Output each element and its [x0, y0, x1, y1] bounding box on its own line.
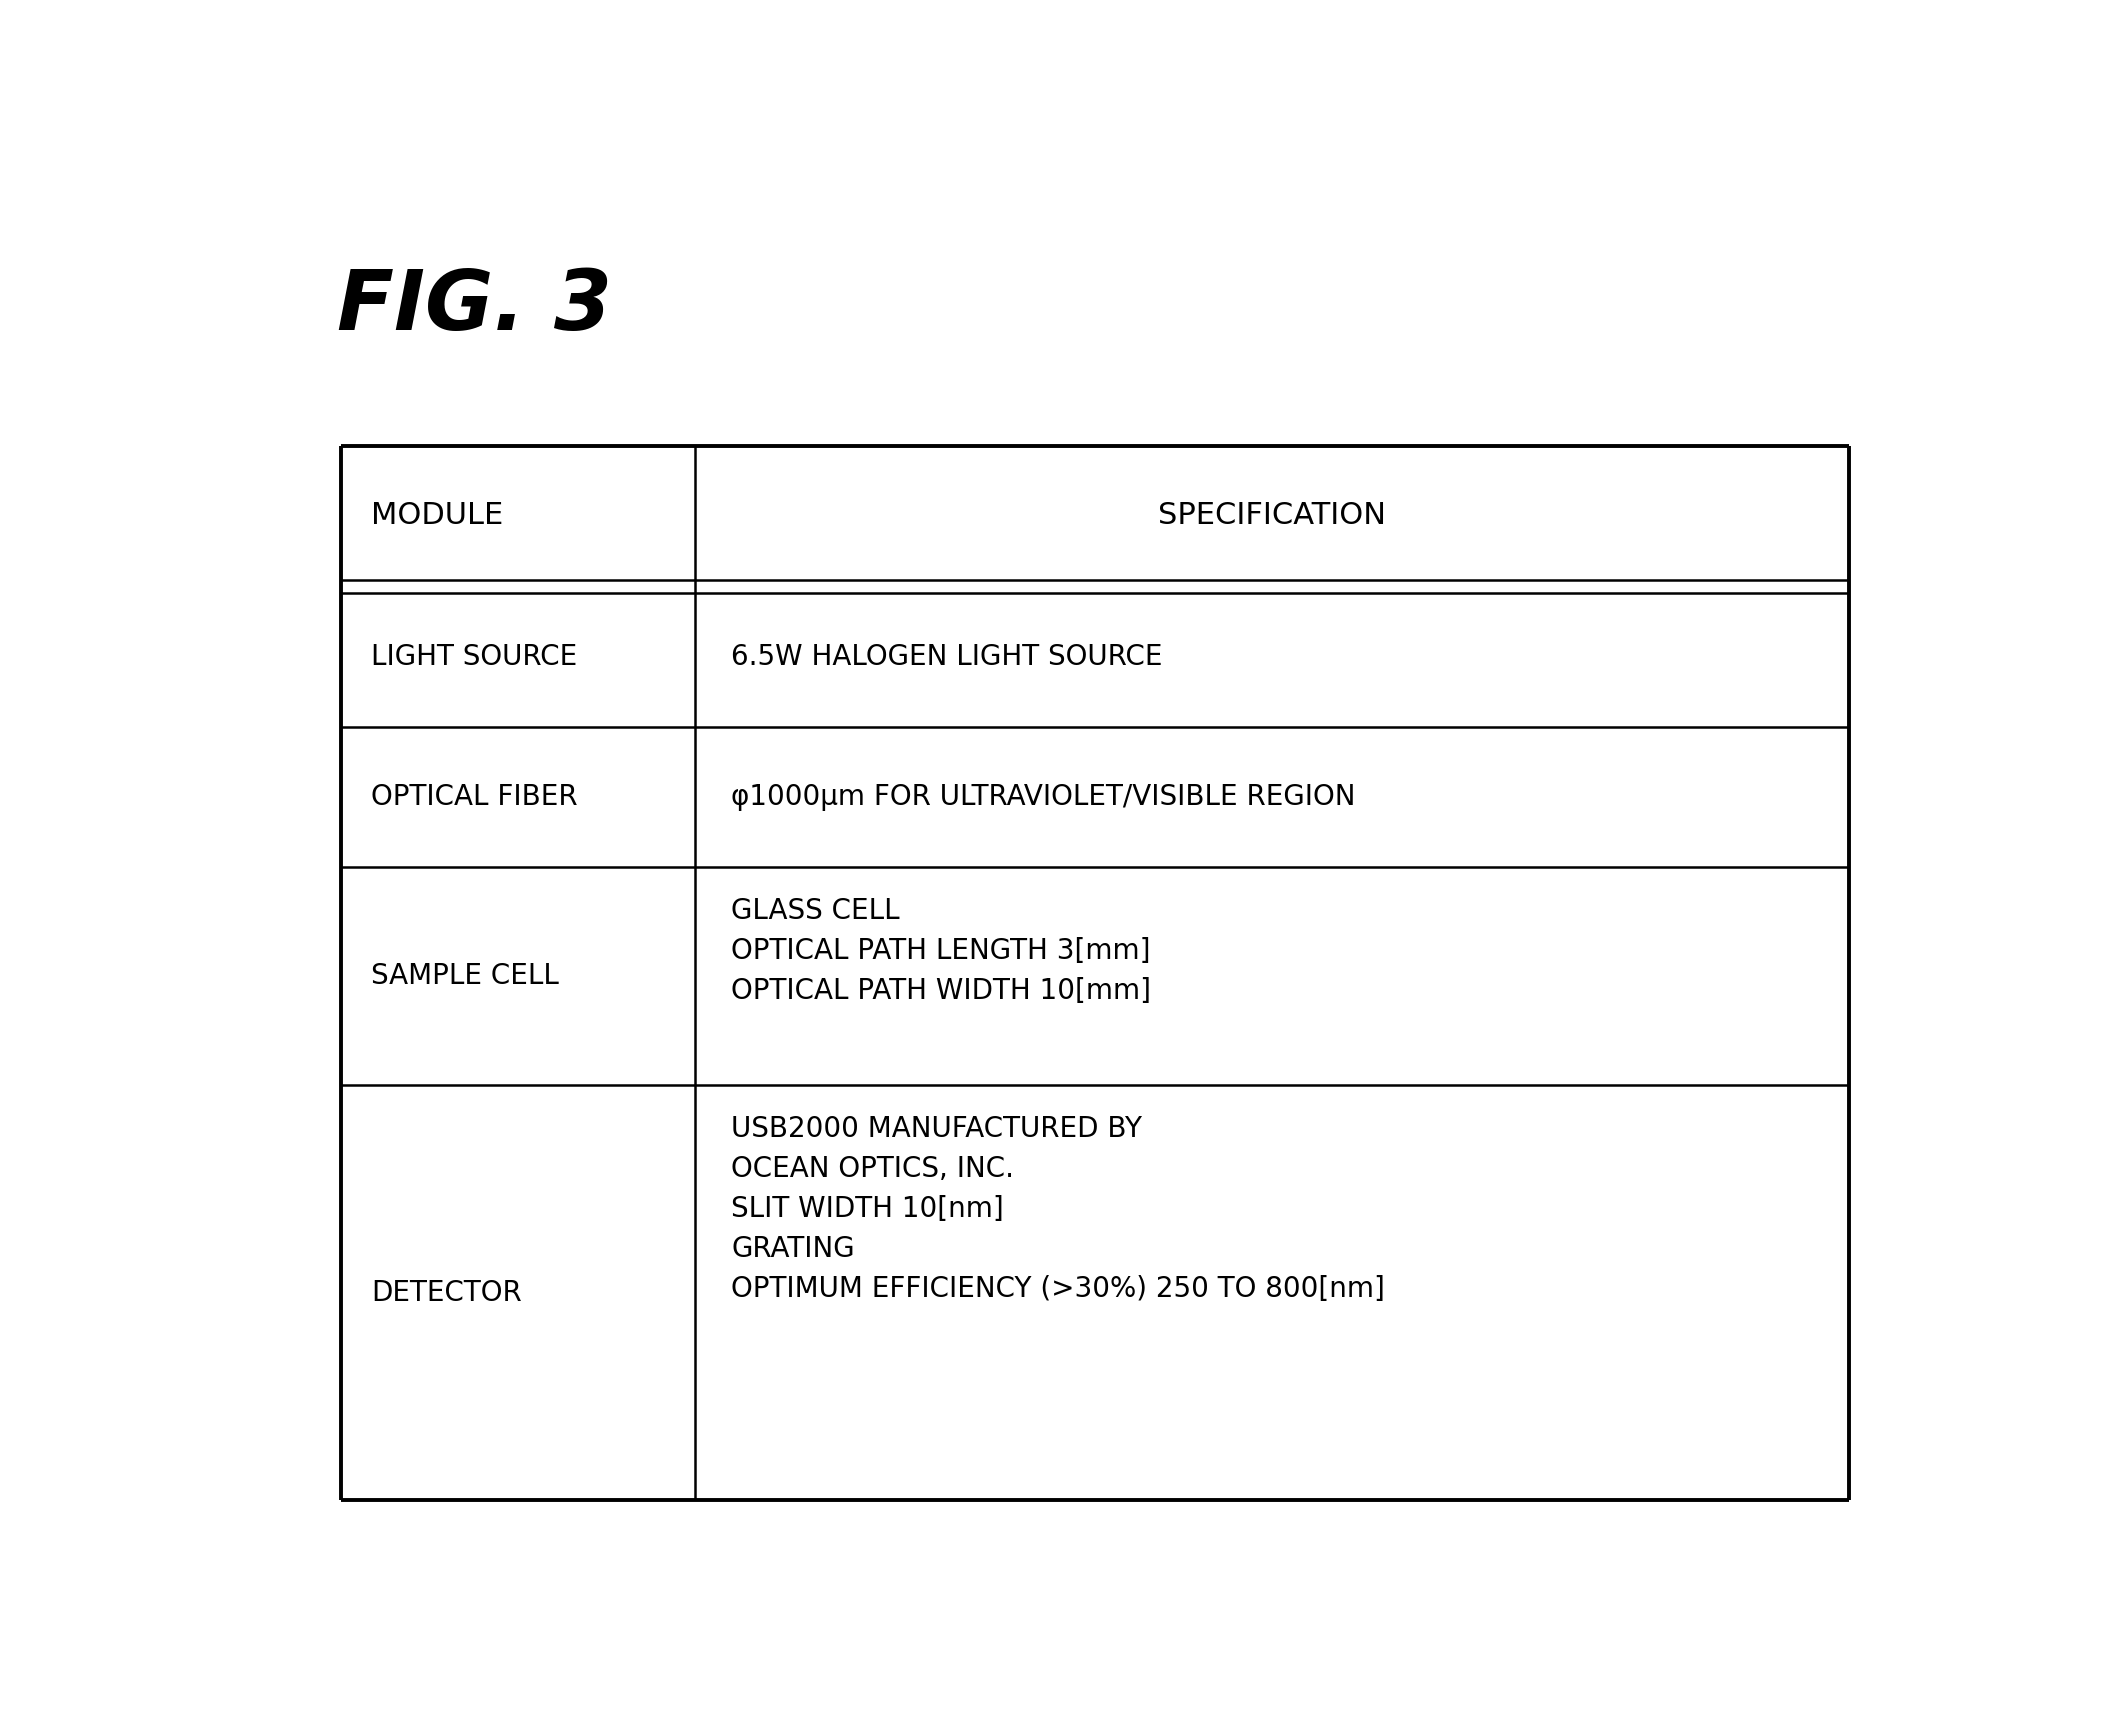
Text: DETECTOR: DETECTOR	[370, 1278, 522, 1306]
Text: FIG. 3: FIG. 3	[337, 267, 613, 348]
Text: SPECIFICATION: SPECIFICATION	[1158, 501, 1385, 531]
Text: USB2000 MANUFACTURED BY
OCEAN OPTICS, INC.
SLIT WIDTH 10[nm]
GRATING
OPTIMUM EFF: USB2000 MANUFACTURED BY OCEAN OPTICS, IN…	[730, 1115, 1385, 1303]
Text: SAMPLE CELL: SAMPLE CELL	[370, 963, 558, 991]
Text: φ1000μm FOR ULTRAVIOLET/VISIBLE REGION: φ1000μm FOR ULTRAVIOLET/VISIBLE REGION	[730, 784, 1356, 812]
Text: LIGHT SOURCE: LIGHT SOURCE	[370, 643, 577, 670]
Text: GLASS CELL
OPTICAL PATH LENGTH 3[mm]
OPTICAL PATH WIDTH 10[mm]: GLASS CELL OPTICAL PATH LENGTH 3[mm] OPT…	[730, 896, 1151, 1005]
Text: 6.5W HALOGEN LIGHT SOURCE: 6.5W HALOGEN LIGHT SOURCE	[730, 643, 1162, 670]
Text: OPTICAL FIBER: OPTICAL FIBER	[370, 784, 577, 812]
Text: MODULE: MODULE	[370, 501, 503, 531]
